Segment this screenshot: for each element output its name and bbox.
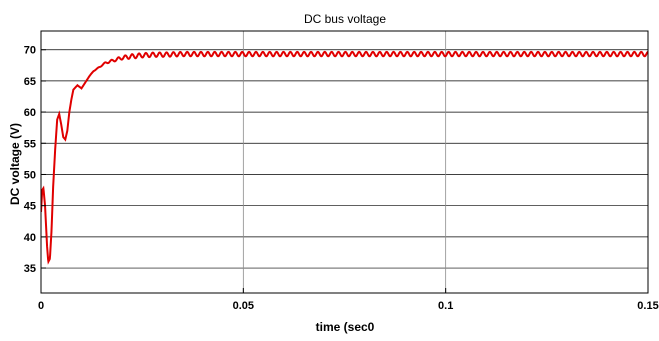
voltage-series-line [41,50,648,265]
y-tick-label: 70 [24,45,36,57]
y-tick-label: 45 [24,201,36,213]
x-tick-label: 0.15 [637,300,658,312]
y-tick-label: 40 [24,232,36,244]
y-tick-label: 55 [24,138,36,150]
y-tick-label: 65 [24,76,36,88]
plot-frame [40,30,649,294]
x-tick-label: 0.05 [233,300,254,312]
y-axis-label: DC voltage (V) [8,123,22,205]
axis-ticks: 35 40 45 50 55 60 65 70 0 0.05 0.1 0.15 [24,45,659,312]
x-tick-label: 0.1 [438,300,453,312]
x-tick-label: 0 [38,300,44,312]
y-tick-label: 60 [24,107,36,119]
x-axis-label: time (sec0 [316,320,375,334]
chart-title: DC bus voltage [304,12,386,26]
y-tick-label: 50 [24,169,36,181]
grid-lines [41,31,648,293]
y-tick-label: 35 [24,263,36,275]
